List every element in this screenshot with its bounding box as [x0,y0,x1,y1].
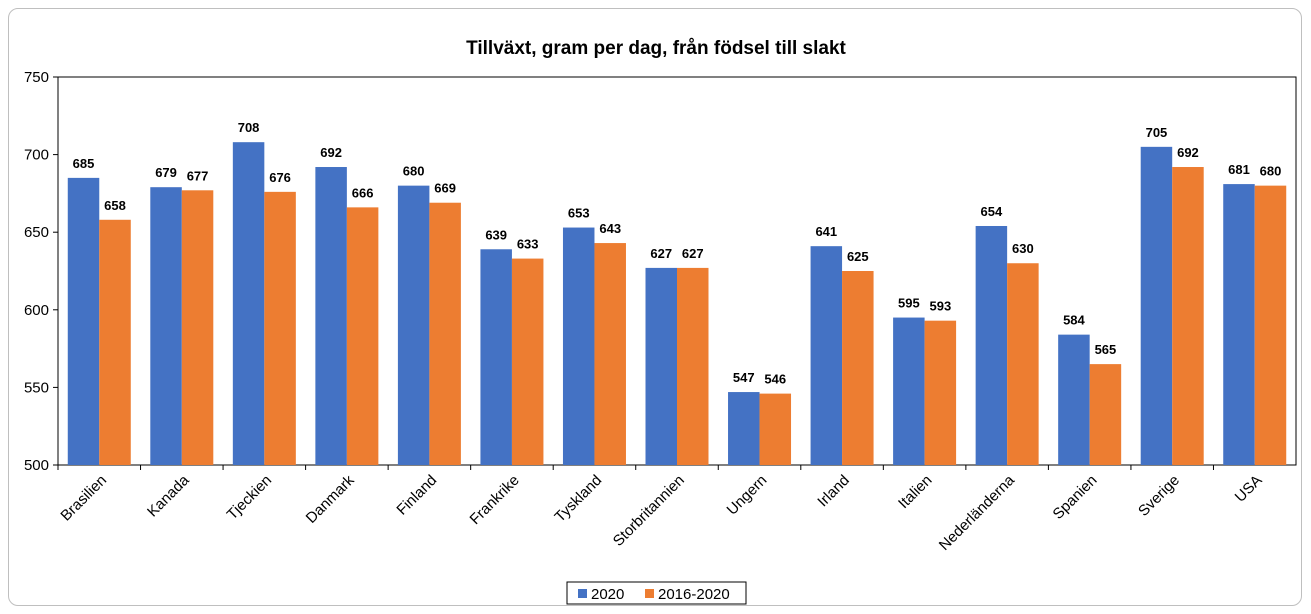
x-tick-label: Kanada [144,471,193,520]
y-tick-label: 650 [24,224,49,241]
legend-box [566,581,747,605]
bar-series1 [1058,334,1090,465]
data-label: 627 [682,246,704,261]
bar-series1 [480,249,512,465]
y-tick-label: 750 [24,69,49,86]
bar-series2 [1089,364,1122,465]
bar-series2 [1007,263,1039,465]
x-tick-label: Storbritannien [610,472,688,550]
y-tick-label: 550 [24,379,49,396]
bar-series1 [1223,184,1255,465]
bar-series1 [893,317,925,465]
legend-swatch [645,589,654,598]
x-tick-label: Nederländerna [936,471,1019,554]
bar-series2 [1254,185,1287,465]
data-label: 547 [733,370,755,385]
bar-series1 [315,167,347,466]
bar-series2 [511,258,544,465]
bar-series2 [99,219,131,465]
bar-series2 [429,202,461,465]
x-tick-label: Danmark [303,471,358,526]
data-label: 565 [1095,342,1117,357]
data-label: 641 [815,224,837,239]
data-label: 681 [1228,162,1250,177]
legend-swatch [578,589,587,598]
legend: 2020 2016-2020 [566,581,747,605]
bar-series1 [67,177,100,465]
legend-label: 2016-2020 [658,586,730,603]
bar-series1 [728,392,760,465]
data-label: 643 [599,221,621,236]
bar-series1 [645,267,677,465]
x-tick-label: Irland [814,472,853,511]
data-label: 708 [238,120,260,135]
bar-series1 [810,246,843,465]
bar-series2 [1172,167,1204,466]
data-label: 692 [320,145,342,160]
data-label: 658 [104,198,126,213]
data-label: 685 [73,156,95,171]
chart-title: Tillväxt, gram per dag, från födsel till… [466,38,846,59]
data-label: 677 [187,168,209,183]
data-label: 595 [898,296,920,311]
bar-series1 [232,142,265,465]
bar-series2 [924,320,957,465]
data-label: 666 [352,185,374,200]
data-label: 627 [650,246,672,261]
data-label: 705 [1146,125,1168,140]
data-label: 639 [485,227,507,242]
data-label: 692 [1177,145,1199,160]
x-tick-label: Finland [393,472,440,519]
bar-series2 [181,190,214,465]
bar-series1 [562,227,595,465]
x-tick-label: Italien [895,472,935,512]
data-label: 593 [929,299,951,314]
x-tick-label: Tyskland [551,472,605,526]
data-label: 669 [434,181,456,196]
data-label: 680 [403,164,425,179]
x-tick-label: Spanien [1050,472,1101,523]
bar-series2 [594,243,626,465]
bar-series2 [842,271,874,465]
y-tick-label: 500 [24,457,49,474]
data-label: 546 [764,372,786,387]
data-label: 653 [568,206,590,221]
bar-series2 [264,191,296,465]
data-label: 633 [517,237,539,252]
bar-series2 [346,207,379,466]
bar-series1 [1140,146,1173,465]
bar-series2 [677,267,709,465]
x-tick-label: Frankrike [467,472,523,528]
x-tick-label: Tjeckien [224,472,276,524]
x-tick-label: Ungern [724,472,771,519]
y-tick-label: 600 [24,302,49,319]
bars: 685 658 679 677 708 676 692 666 680 669 639 633 653 6… [67,120,1287,466]
bar-series1 [975,225,1008,465]
x-tick-label: USA [1232,472,1266,506]
bar-series1 [150,187,182,465]
data-label: 676 [269,170,291,185]
bar-series2 [759,393,792,465]
legend-label: 2020 [591,586,624,603]
y-tick-label: 700 [24,147,49,164]
bar-series1 [397,185,430,465]
data-label: 680 [1260,164,1282,179]
data-label: 584 [1063,313,1085,328]
data-label: 679 [155,165,177,180]
data-label: 654 [981,204,1003,219]
data-label: 630 [1012,241,1034,256]
x-tick-label: Sverige [1135,472,1183,520]
data-label: 625 [847,249,869,264]
x-axis: Brasilien Kanada Tjeckien Danmark Finland Fra… [57,465,1266,554]
x-tick-label: Brasilien [57,472,110,525]
